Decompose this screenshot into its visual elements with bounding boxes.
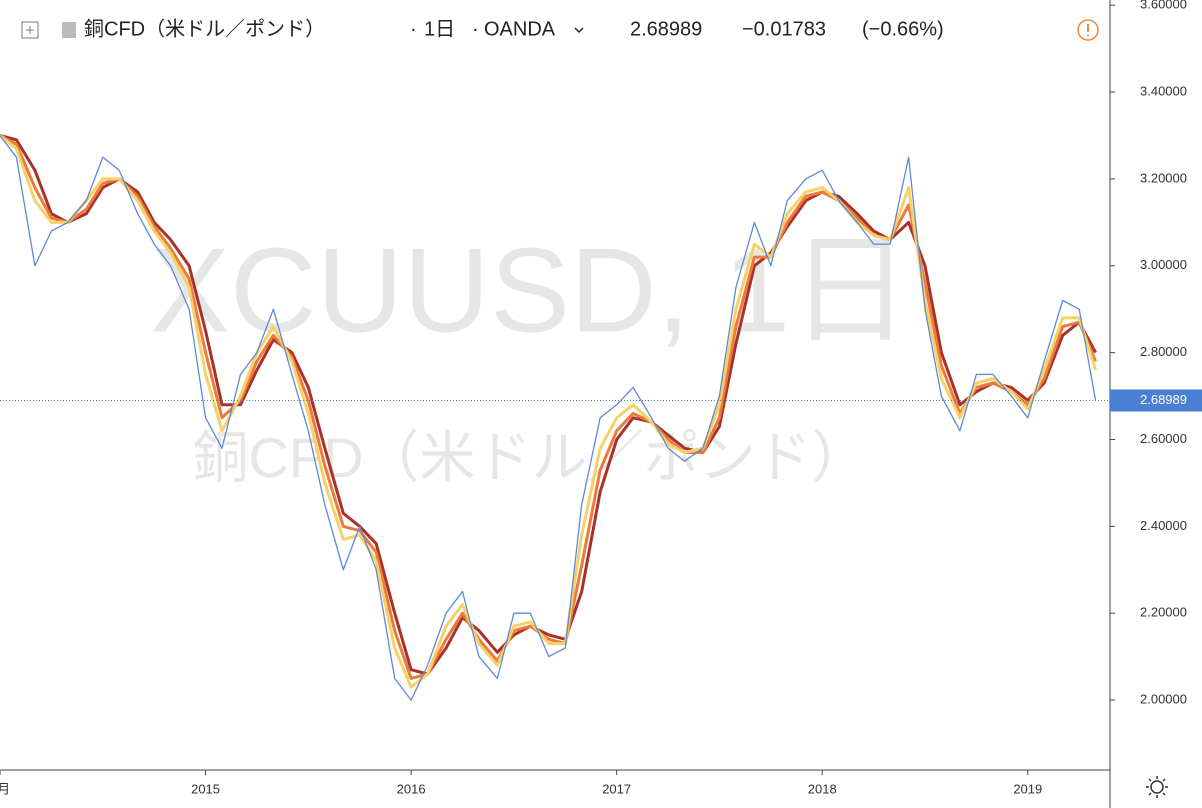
- separator: ·: [472, 18, 479, 40]
- interval[interactable]: 1日: [424, 18, 455, 40]
- source[interactable]: OANDA: [484, 18, 556, 40]
- last-price: 2.68989: [630, 18, 702, 40]
- ma-line: [0, 134, 1098, 689]
- watermark-ticker: XCUUSD, 1日: [150, 224, 910, 358]
- y-tick-label: 3.00000: [1140, 257, 1187, 272]
- change: −0.01783: [742, 18, 826, 40]
- gear: [1150, 780, 1164, 794]
- watermark-name: 銅CFD（米ドル／ポンド）: [192, 426, 867, 489]
- y-tick-label: 2.00000: [1140, 692, 1187, 707]
- y-tick-label: 2.20000: [1140, 605, 1187, 620]
- expand-icon-plus: [26, 26, 34, 34]
- y-tick-label: 2.60000: [1140, 431, 1187, 446]
- alert-icon[interactable]: [1077, 19, 1099, 41]
- x-tick-label: 2019: [1013, 781, 1042, 796]
- plot-area: [0, 134, 1110, 701]
- y-tick-label: 2.80000: [1140, 344, 1187, 359]
- last-price-label: 2.68989: [1140, 392, 1187, 407]
- header: 銅CFD（米ドル／ポンド） · 1日 · OANDA 2.68989 −0.01…: [21, 17, 1099, 41]
- y-tick-label: 3.40000: [1140, 84, 1187, 99]
- separator: ·: [410, 18, 417, 40]
- change-percent: (−0.66%): [862, 18, 944, 40]
- last-price-box: [1110, 389, 1202, 412]
- expand-icon[interactable]: [21, 21, 39, 39]
- price-line: [0, 135, 1097, 701]
- symbol-icon: [62, 22, 76, 38]
- x-tick-label: 2017: [602, 781, 631, 796]
- symbol[interactable]: 銅CFD（米ドル／ポンド）: [84, 17, 325, 40]
- dropdown-icon[interactable]: [574, 27, 584, 34]
- x-tick-label: 1月: [0, 781, 10, 796]
- y-tick-label: 2.40000: [1140, 518, 1187, 533]
- x-tick-label: 2018: [808, 781, 837, 796]
- y-tick-label: 3.60000: [1140, 0, 1187, 12]
- y-tick-label: 3.20000: [1140, 170, 1187, 185]
- gear-teeth: [1146, 776, 1168, 798]
- x-tick-label: 2016: [397, 781, 426, 796]
- x-tick-label: 2015: [191, 781, 220, 796]
- settings-icon[interactable]: [1146, 776, 1168, 798]
